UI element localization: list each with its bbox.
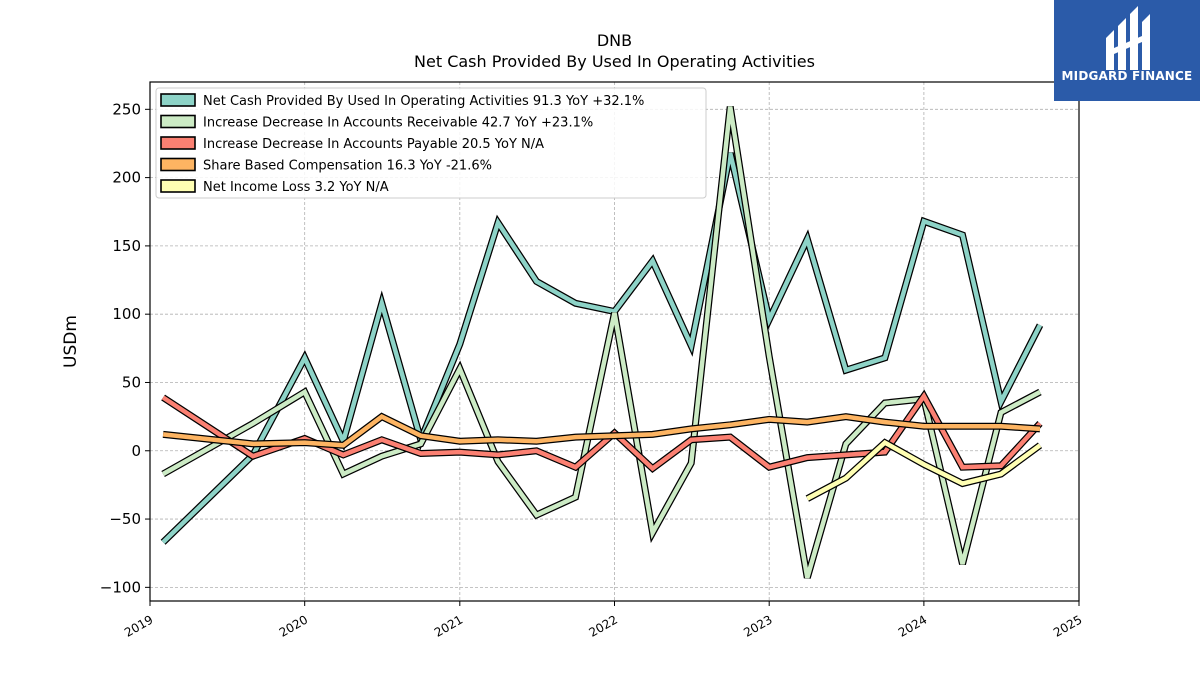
legend-swatch-2 bbox=[160, 136, 196, 150]
legend-label-0: Net Cash Provided By Used In Operating A… bbox=[203, 94, 644, 109]
chart-subtitle: Net Cash Provided By Used In Operating A… bbox=[414, 52, 815, 71]
brand-logo-icon bbox=[1106, 6, 1150, 70]
series-line-1 bbox=[161, 106, 1042, 579]
legend-label-2: Increase Decrease In Accounts Payable 20… bbox=[203, 137, 544, 152]
legend: Net Cash Provided By Used In Operating A… bbox=[155, 87, 707, 199]
x-tick-label: 2019 bbox=[122, 612, 155, 639]
legend-label-3: Share Based Compensation 16.3 YoY -21.6% bbox=[203, 159, 492, 174]
legend-swatch-0 bbox=[160, 93, 196, 107]
series-line-outline-0 bbox=[160, 152, 1044, 545]
y-axis-label: USDm bbox=[61, 315, 81, 368]
series-line-4 bbox=[806, 439, 1042, 501]
legend-swatch-4 bbox=[160, 179, 196, 193]
legend-swatch-3 bbox=[160, 157, 196, 172]
y-tick-label: −100 bbox=[100, 578, 141, 596]
y-tick-label: 100 bbox=[112, 305, 141, 323]
legend-box bbox=[155, 87, 707, 199]
y-tick-label: −50 bbox=[109, 510, 141, 528]
x-tick-label: 2020 bbox=[277, 612, 310, 639]
legend-label-1: Increase Decrease In Accounts Receivable… bbox=[203, 116, 593, 131]
y-tick-label: 50 bbox=[122, 373, 141, 391]
legend-label-4: Net Income Loss 3.2 YoY N/A bbox=[203, 180, 389, 195]
y-tick-label: 150 bbox=[112, 237, 141, 255]
y-tick-label: 250 bbox=[112, 100, 141, 118]
brand-logo: MIDGARD FINANCE bbox=[1054, 0, 1200, 101]
y-tick-label: 0 bbox=[131, 442, 141, 460]
y-tick-label: 200 bbox=[112, 169, 141, 187]
brand-name: MIDGARD FINANCE bbox=[1061, 69, 1193, 83]
chart-title: DNB bbox=[596, 31, 633, 50]
legend-swatch-1 bbox=[160, 114, 196, 129]
x-tick-label: 2024 bbox=[896, 612, 929, 639]
series-line-0 bbox=[161, 152, 1043, 544]
x-tick-label: 2021 bbox=[432, 612, 465, 639]
series-line-3 bbox=[162, 413, 1041, 448]
x-tick-label: 2022 bbox=[587, 612, 620, 639]
x-tick-label: 2023 bbox=[741, 612, 774, 639]
x-tick-label: 2025 bbox=[1051, 612, 1084, 639]
